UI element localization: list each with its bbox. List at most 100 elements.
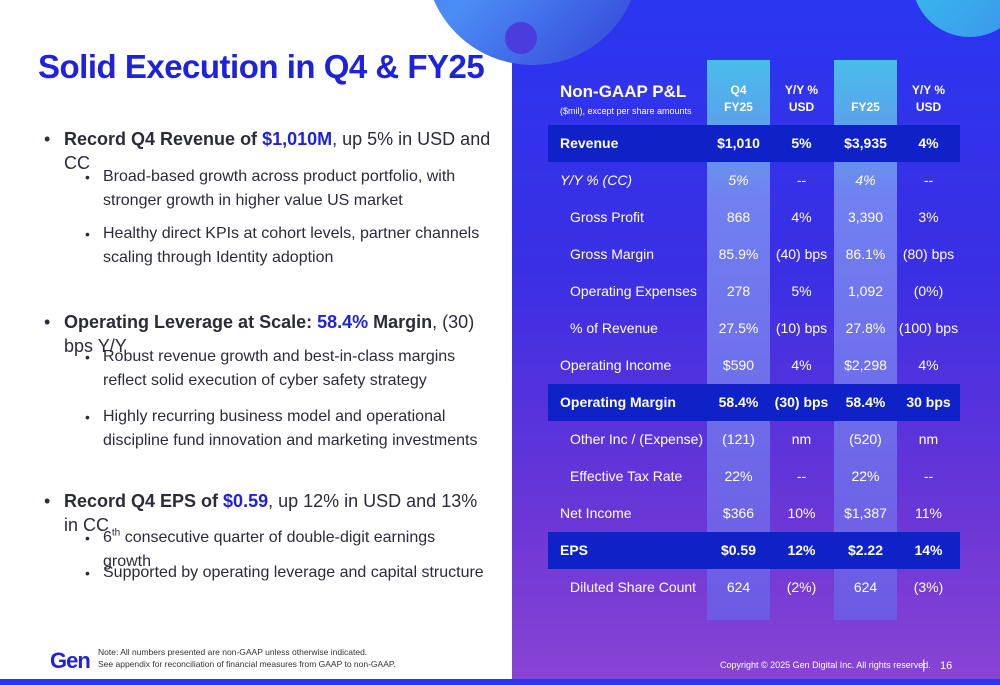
sub-bullet-text: Supported by operating leverage and capi…: [103, 564, 484, 581]
table-row: Net Income $366 10% $1,387 11%: [548, 495, 960, 532]
cell-fy: 27.8%: [845, 320, 886, 336]
cell-yy-fy: --: [923, 468, 934, 484]
cell-fy: 4%: [855, 172, 876, 188]
sub-bullet-capital: • Supported by operating leverage and ca…: [85, 561, 485, 585]
table-row: Operating Margin 58.4% (30) bps 58.4% 30…: [548, 384, 960, 421]
decorative-circle-small: [505, 22, 537, 54]
bullet-highlight: $0.59: [223, 491, 269, 511]
cell-fy: $3,935: [844, 135, 887, 151]
table-title: Non-GAAP P&L: [560, 82, 687, 101]
header-line: FY25: [724, 100, 753, 114]
bullet-dot: •: [44, 491, 51, 511]
bullet-text: , (30) bps Y/Y: [64, 312, 475, 356]
cell-q4: 27.5%: [718, 320, 759, 336]
table-row: Effective Tax Rate 22% -- 22% --: [548, 458, 960, 495]
cell-fy: 3,390: [847, 209, 884, 225]
sub-bullet-portfolio: • Broad-based growth across product port…: [85, 165, 485, 213]
cell-yy-fy: (80) bps: [902, 246, 955, 262]
header-yy-q4: Y/Y % USD: [770, 82, 833, 116]
sub-bullet-dot: •: [85, 409, 90, 425]
cell-q4: (121): [722, 431, 755, 447]
cell-q4: 5%: [728, 172, 749, 188]
cell-yy-q4: 10%: [787, 505, 816, 521]
header-line: Y/Y %: [784, 83, 819, 97]
bullet-text-bold: Record Q4 EPS of: [64, 491, 224, 511]
superscript: th: [111, 527, 121, 539]
cell-fy: $2.22: [847, 542, 884, 558]
cell-yy-fy: (100) bps: [898, 320, 959, 336]
copyright: Copyright © 2025 Gen Digital Inc. All ri…: [720, 660, 931, 670]
cell-yy-q4: 4%: [791, 357, 812, 373]
cell-yy-fy: --: [923, 172, 934, 188]
bottom-rule: [0, 679, 1000, 685]
cell-q4: $1,010: [717, 135, 760, 151]
bullet-dot: •: [44, 129, 51, 149]
sub-bullet-recurring: • Highly recurring business model and op…: [85, 405, 485, 453]
sub-bullet-text: consecutive quarter of double-digit earn…: [103, 529, 436, 570]
row-label: Diluted Share Count: [570, 579, 697, 595]
bullet-dot: •: [44, 312, 51, 332]
cell-fy: 624: [853, 579, 878, 595]
row-label: Operating Expenses: [570, 283, 697, 299]
row-label: Effective Tax Rate: [570, 468, 683, 484]
sub-bullet-revenue-growth: • Robust revenue growth and best-in-clas…: [85, 345, 485, 393]
table-row: Diluted Share Count 624 (2%) 624 (3%): [548, 569, 960, 606]
header-yy-fy: Y/Y % USD: [897, 82, 960, 116]
cell-yy-q4: 4%: [791, 209, 812, 225]
cell-yy-q4: 5%: [791, 283, 812, 299]
cell-yy-q4: (40) bps: [775, 246, 828, 262]
cell-q4: $366: [722, 505, 755, 521]
header-line: [834, 82, 897, 99]
sub-bullet-text: 6: [103, 529, 112, 546]
header-line: USD: [915, 100, 942, 114]
cell-yy-fy: 14%: [914, 542, 943, 558]
cell-yy-fy: (0%): [913, 283, 944, 299]
cell-yy-fy: 4%: [918, 357, 939, 373]
cell-yy-q4: 12%: [787, 542, 816, 558]
header-line: FY25: [851, 100, 880, 114]
row-label: Operating Income: [560, 357, 672, 373]
row-label: Gross Profit: [570, 209, 644, 225]
header-q4: Q4 FY25: [707, 82, 770, 116]
cell-fy: 58.4%: [845, 394, 886, 410]
table-row: Gross Profit 868 4% 3,390 3%: [548, 199, 960, 236]
bullet-text: , up 12% in USD and 13% in CC: [64, 491, 478, 535]
table-header: Non-GAAP P&L ($mil), except per share am…: [548, 60, 960, 124]
table-subtitle: ($mil), except per share amounts: [560, 106, 692, 116]
sub-bullet-text: Healthy direct KPIs at cohort levels, pa…: [103, 225, 480, 266]
cell-q4: 624: [726, 579, 751, 595]
cell-fy: 22%: [851, 468, 880, 484]
row-label: Y/Y % (CC): [560, 172, 633, 188]
cell-yy-q4: --: [796, 172, 807, 188]
row-label: Other Inc / (Expense): [570, 431, 704, 447]
bullet-operating-leverage: • Operating Leverage at Scale: 58.4% Mar…: [44, 310, 494, 358]
row-label: Operating Margin: [560, 394, 676, 410]
cell-q4: 58.4%: [718, 394, 759, 410]
cell-q4: 22%: [724, 468, 753, 484]
cell-fy: 1,092: [847, 283, 884, 299]
row-label: Gross Margin: [570, 246, 655, 262]
table-row: EPS $0.59 12% $2.22 14%: [548, 532, 960, 569]
cell-fy: $1,387: [844, 505, 887, 521]
table-row: Operating Expenses 278 5% 1,092 (0%): [548, 273, 960, 310]
sub-bullet-earnings-growth: • 6th consecutive quarter of double-digi…: [85, 526, 485, 574]
cell-fy: $2,298: [844, 357, 887, 373]
footnote-line: Note: All numbers presented are non-GAAP…: [98, 647, 368, 657]
cell-yy-fy: 30 bps: [906, 394, 951, 410]
cell-q4: 868: [726, 209, 751, 225]
gen-logo: Gen: [50, 648, 91, 673]
row-label: % of Revenue: [570, 320, 658, 336]
table-row: Gross Margin 85.9% (40) bps 86.1% (80) b…: [548, 236, 960, 273]
cell-fy: (520): [849, 431, 882, 447]
bullet-revenue: • Record Q4 Revenue of $1,010M, up 5% in…: [44, 127, 494, 175]
cell-fy: 86.1%: [845, 246, 886, 262]
cell-yy-q4: (10) bps: [775, 320, 828, 336]
cell-yy-q4: nm: [791, 431, 812, 447]
bullet-text-bold: Margin: [368, 312, 433, 332]
bullet-text-bold: Record Q4 Revenue of: [64, 129, 263, 149]
header-line: Q4: [730, 83, 747, 97]
cell-q4: $0.59: [720, 542, 757, 558]
sub-bullet-dot: •: [85, 530, 90, 546]
bullet-highlight: 58.4%: [317, 312, 369, 332]
